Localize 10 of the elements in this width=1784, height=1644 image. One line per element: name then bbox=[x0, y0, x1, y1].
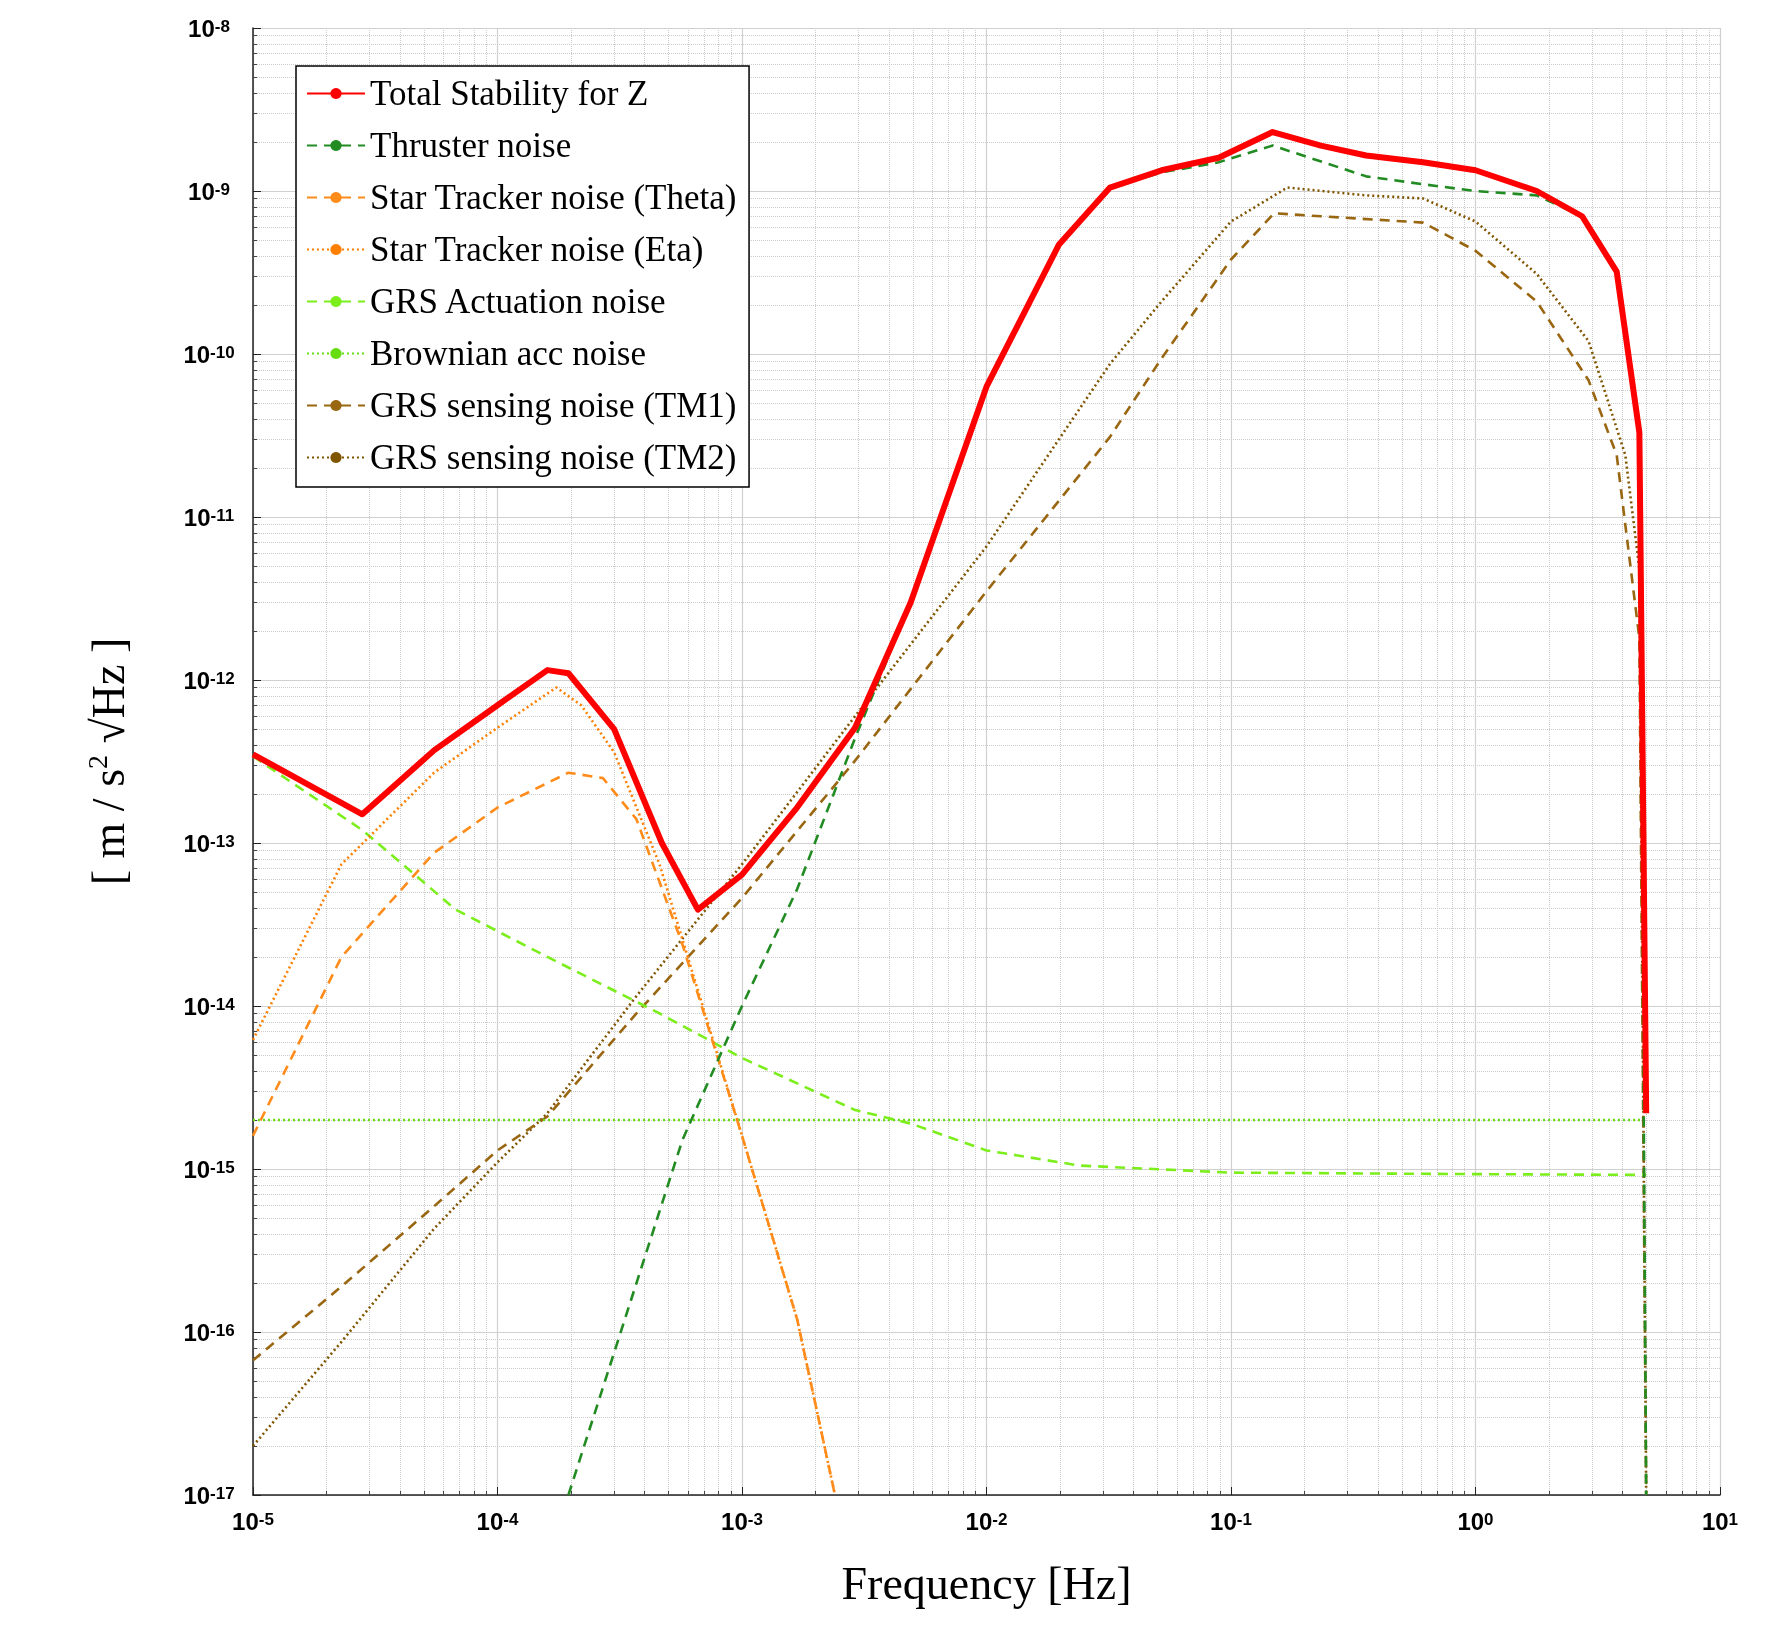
legend-label: GRS Actuation noise bbox=[370, 282, 666, 321]
legend-label: Total Stability for Z bbox=[370, 74, 649, 113]
legend-label: Star Tracker noise (Theta) bbox=[370, 178, 737, 217]
legend-label: Brownian acc noise bbox=[370, 334, 647, 373]
x-axis-title: Frequency [Hz] bbox=[841, 1557, 1132, 1609]
legend-label: GRS sensing noise (TM1) bbox=[370, 386, 737, 425]
y-axis-title: [ m / s2 √Hz ] bbox=[81, 637, 134, 886]
legend-label: Star Tracker noise (Eta) bbox=[370, 230, 704, 269]
legend-label: GRS sensing noise (TM2) bbox=[370, 438, 737, 477]
legend-label: Thruster noise bbox=[370, 126, 572, 165]
